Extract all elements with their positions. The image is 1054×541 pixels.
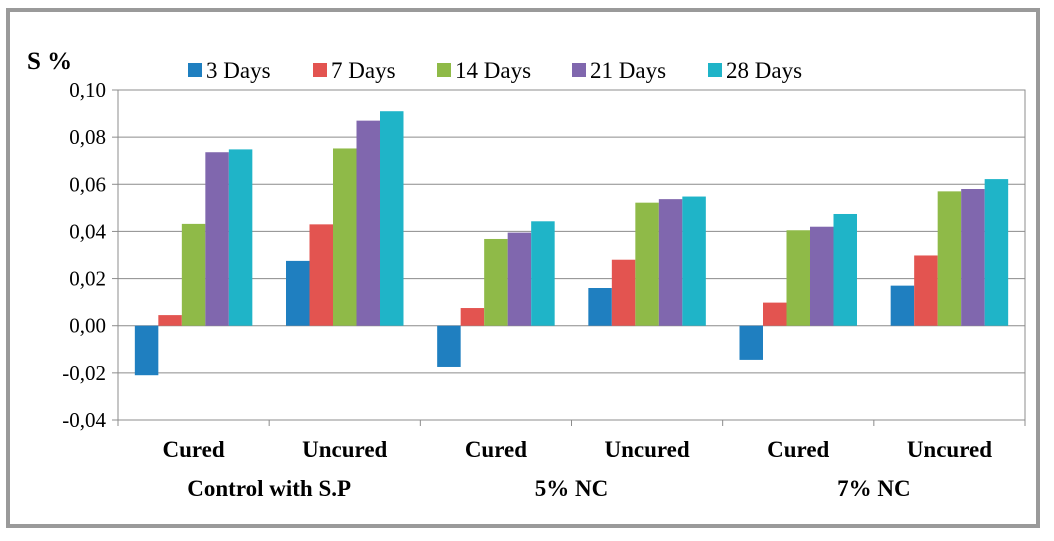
y-tick-label: -0,02 <box>62 361 106 385</box>
bar <box>484 238 508 326</box>
bar <box>937 191 962 326</box>
y-tick-label: 0,08 <box>69 125 106 149</box>
legend-swatch <box>708 63 722 77</box>
legend-swatch <box>313 63 327 77</box>
bar <box>635 202 659 326</box>
x-category-label: Cured <box>465 437 527 462</box>
bar <box>380 111 404 326</box>
bar <box>460 308 485 326</box>
bar <box>181 223 206 326</box>
y-tick-label: 0,00 <box>69 314 106 338</box>
legend-label: 3 Days <box>206 58 271 83</box>
bar <box>531 221 555 326</box>
x-axis-labels: Cured Uncured Cured Uncured Cured Uncured Cont… <box>162 437 992 501</box>
x-category-label: Uncured <box>907 437 992 462</box>
bar <box>134 325 159 376</box>
bar <box>588 288 612 326</box>
legend-label: 28 Days <box>726 58 802 83</box>
bar <box>833 213 857 326</box>
bar <box>810 226 834 326</box>
legend-swatch <box>572 63 586 77</box>
bar <box>658 199 683 326</box>
x-category-label: Uncured <box>302 437 387 462</box>
bar <box>309 224 333 326</box>
y-tick-label: 0,06 <box>69 172 106 196</box>
legend-swatch <box>437 63 451 77</box>
x-category-label: Uncured <box>604 437 689 462</box>
bar <box>158 315 182 326</box>
bar <box>507 232 532 326</box>
x-group-label: Control with S.P <box>187 476 351 501</box>
bar <box>984 179 1009 326</box>
legend-swatch <box>188 63 202 77</box>
bar <box>286 260 310 326</box>
legend-label: 7 Days <box>331 58 396 83</box>
x-group-label: 5% NC <box>535 476 608 501</box>
bar <box>437 325 461 367</box>
bar <box>228 149 253 326</box>
x-category-label: Cured <box>162 437 224 462</box>
bar <box>356 120 380 326</box>
legend: 3 Days 7 Days 14 Days 21 Days 28 Days <box>188 58 802 83</box>
y-axis-title: S % <box>27 48 72 75</box>
bar <box>682 196 706 326</box>
y-tick-label: 0,02 <box>69 267 106 291</box>
x-group-label: 7% NC <box>837 476 910 501</box>
bar <box>786 230 810 326</box>
bar <box>739 325 763 360</box>
y-tick-label: 0,10 <box>69 78 106 102</box>
y-tick-label: -0,04 <box>62 408 106 432</box>
bar <box>763 302 787 326</box>
bar <box>890 285 915 326</box>
bar <box>914 255 938 326</box>
bar <box>205 152 229 326</box>
plot-border <box>117 89 1026 421</box>
y-tick-label: 0,04 <box>69 219 106 243</box>
bar <box>333 148 357 326</box>
legend-label: 14 Days <box>455 58 531 83</box>
legend-label: 21 Days <box>590 58 666 83</box>
plot-area: -0,04 -0,02 0,00 0,02 0,04 0,06 0,08 0,10 <box>62 78 1026 432</box>
bar <box>611 259 636 326</box>
x-category-label: Cured <box>767 437 829 462</box>
bar <box>961 189 985 326</box>
